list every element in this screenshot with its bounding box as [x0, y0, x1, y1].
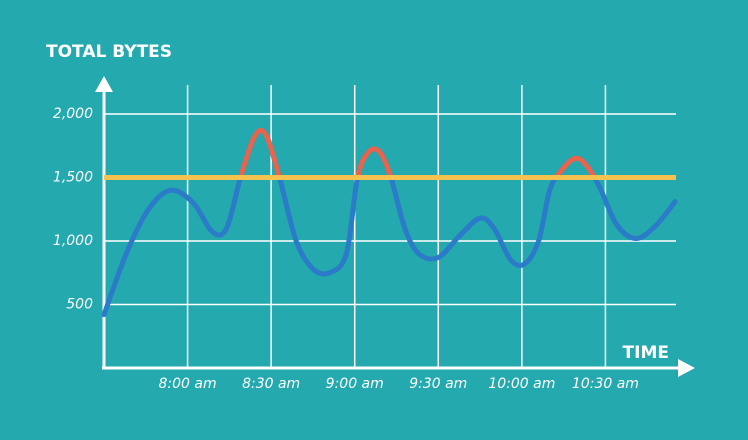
y-tick-label: 500 [66, 297, 93, 313]
y-tick-label: 2,000 [53, 106, 93, 122]
x-tick-label: 10:30 am [572, 376, 639, 392]
x-tick-label: 8:30 am [242, 376, 300, 392]
x-axis-arrow [678, 359, 695, 377]
x-tick-label: 10:00 am [488, 376, 555, 392]
x-axis-title: TIME [623, 343, 669, 363]
y-tick-label: 1,500 [53, 170, 93, 186]
data-line [101, 127, 678, 318]
y-tick-label: 1,000 [53, 233, 93, 249]
x-tick-label: 9:00 am [326, 376, 384, 392]
data-line-above-threshold [237, 127, 598, 178]
y-axis-arrow [95, 76, 113, 92]
x-tick-label: 8:00 am [159, 376, 217, 392]
y-axis-title: TOTAL BYTES [46, 42, 172, 62]
x-tick-label: 9:30 am [409, 376, 467, 392]
